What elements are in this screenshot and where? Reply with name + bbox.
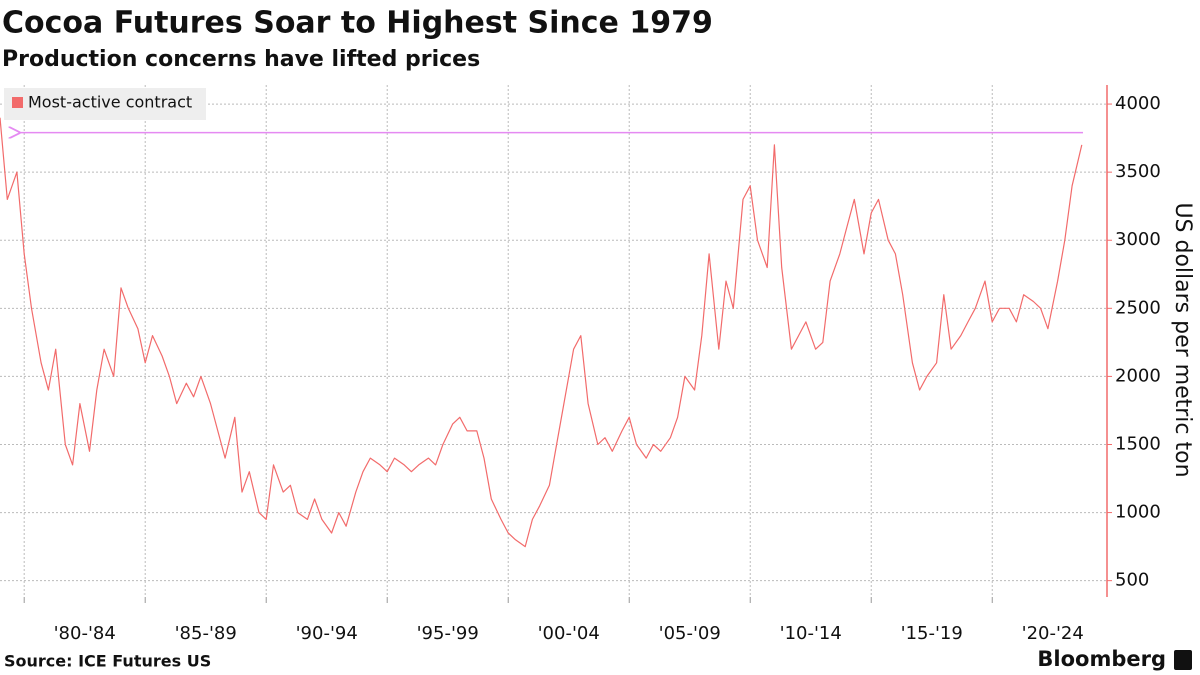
y-tick-label: 1500 (1115, 433, 1161, 454)
x-tick-label: '10-'14 (780, 623, 842, 644)
x-tick-label: '85-'89 (175, 623, 237, 644)
price-line (0, 117, 1083, 548)
chart-title: Cocoa Futures Soar to Highest Since 1979 (2, 6, 713, 41)
y-tick-label: 3000 (1115, 229, 1161, 250)
x-tick-label: '80-'84 (54, 623, 116, 644)
y-tick-label: 2500 (1115, 297, 1161, 318)
y-tick-label: 3500 (1115, 161, 1161, 182)
source: Source: ICE Futures US (4, 652, 211, 671)
y-tick-label: 500 (1115, 570, 1149, 591)
brand: Bloomberg (1037, 647, 1166, 671)
chart-subtitle: Production concerns have lifted prices (2, 47, 480, 72)
legend-box (4, 88, 206, 120)
x-tick-label: '15-'19 (901, 623, 963, 644)
x-tick-label: '05-'09 (659, 623, 721, 644)
y-tick-label: 4000 (1115, 93, 1161, 114)
x-tick-label: '00-'04 (538, 623, 600, 644)
x-tick-label: '95-'99 (417, 623, 479, 644)
legend: Most-active contract (4, 88, 206, 120)
legend-swatch (12, 97, 23, 108)
y-tick-label: 1000 (1115, 502, 1161, 523)
x-tick-label: '20-'24 (1022, 623, 1084, 644)
x-tick-label: '90-'94 (296, 623, 358, 644)
y-axis-label: US dollars per metric ton (1170, 202, 1195, 477)
brand-icon (1174, 650, 1192, 670)
y-tick-label: 2000 (1115, 365, 1161, 386)
legend-label: Most-active contract (28, 93, 192, 112)
